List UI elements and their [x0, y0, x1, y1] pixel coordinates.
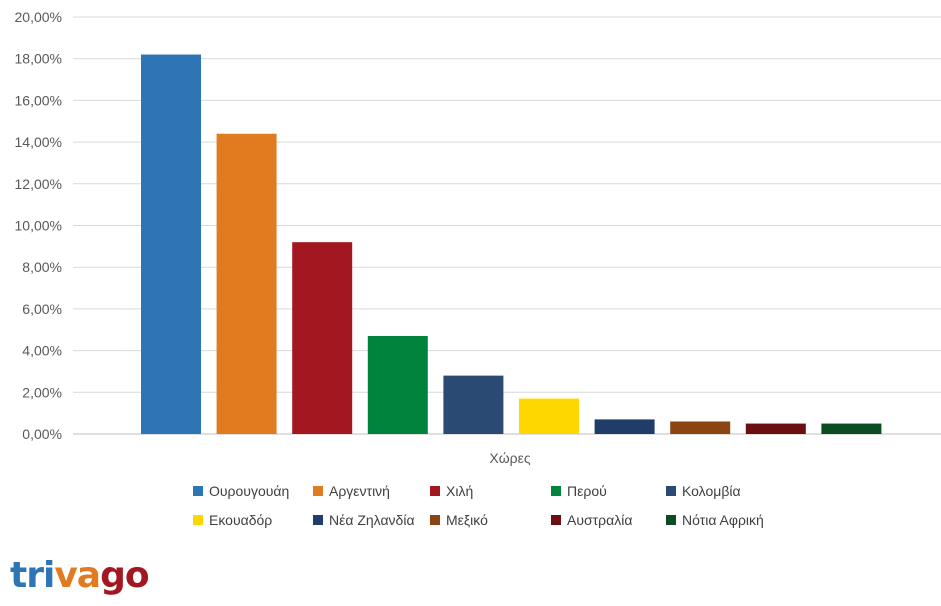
bar-3 [292, 242, 353, 434]
legend-item: Ουρουγουάη [193, 483, 289, 499]
logo-letter: t [10, 555, 27, 596]
y-tick-label: 20,00% [15, 9, 62, 25]
logo-letter: v [54, 555, 77, 596]
legend: Ουρουγουάη Αργεντινή Χιλή Περού Κολομβία Εκου… [0, 480, 941, 540]
logo-letter: a [76, 555, 101, 596]
logo-letter: r [26, 555, 44, 596]
bar-7 [594, 419, 655, 434]
logo-letter: o [124, 555, 150, 596]
legend-item: Περού [551, 483, 607, 499]
y-tick-label: 14,00% [15, 134, 62, 150]
y-tick-label: 2,00% [22, 384, 62, 400]
legend-swatch [193, 515, 203, 525]
y-tick-label: 16,00% [15, 92, 62, 108]
legend-item: Εκουαδόρ [193, 512, 272, 528]
legend-item: Αργεντινή [313, 483, 390, 499]
bar-5 [443, 375, 504, 434]
bar-4 [367, 336, 428, 434]
bar-9 [745, 423, 806, 434]
legend-label: Μεξικό [446, 512, 488, 528]
legend-swatch [430, 515, 440, 525]
y-tick-label: 4,00% [22, 343, 62, 359]
legend-swatch [551, 515, 561, 525]
bar-1 [141, 54, 201, 434]
y-tick-label: 10,00% [15, 218, 62, 234]
legend-label: Χιλή [446, 483, 474, 499]
bar-8 [670, 421, 731, 434]
y-tick-label: 18,00% [15, 51, 62, 67]
x-axis-label: Χώρες [489, 450, 530, 466]
logo-letter: g [100, 555, 126, 596]
y-tick-label: 0,00% [22, 426, 62, 442]
bars [141, 54, 882, 434]
legend-item: Νέα Ζηλανδία [313, 512, 415, 528]
legend-swatch [666, 515, 676, 525]
legend-item: Χιλή [430, 483, 473, 499]
legend-swatch [666, 486, 676, 496]
legend-item: Μεξικό [430, 512, 488, 528]
legend-swatch [551, 486, 561, 496]
legend-label: Αργεντινή [329, 483, 390, 499]
legend-swatch [193, 486, 203, 496]
legend-swatch [313, 486, 323, 496]
bar-10 [821, 423, 882, 434]
legend-swatch [313, 515, 323, 525]
legend-label: Νότια Αφρική [682, 512, 764, 528]
y-tick-label: 6,00% [22, 301, 62, 317]
legend-item: Αυστραλία [551, 512, 632, 528]
y-tick-label: 8,00% [22, 259, 62, 275]
bar-6 [519, 398, 579, 434]
gridlines [73, 16, 941, 435]
legend-label: Κολομβία [682, 483, 741, 499]
bar-chart: 0,00% 2,00% 4,00% 6,00% 8,00% 10,00% 12,00% 14,… [15, 9, 941, 466]
legend-label: Αυστραλία [567, 512, 633, 528]
bar-2 [216, 133, 277, 434]
legend-label: Εκουαδόρ [209, 512, 273, 528]
legend-item: Νότια Αφρική [666, 512, 764, 528]
y-axis-ticks: 0,00% 2,00% 4,00% 6,00% 8,00% 10,00% 12,00% 14,… [15, 9, 62, 442]
legend-swatch [430, 486, 440, 496]
logo-letter: i [42, 555, 55, 596]
legend-label: Ουρουγουάη [209, 483, 290, 499]
trivago-logo: trivago [10, 555, 150, 596]
legend-label: Περού [567, 483, 607, 499]
legend-item: Κολομβία [666, 483, 741, 499]
y-tick-label: 12,00% [15, 176, 62, 192]
legend-label: Νέα Ζηλανδία [329, 512, 415, 528]
